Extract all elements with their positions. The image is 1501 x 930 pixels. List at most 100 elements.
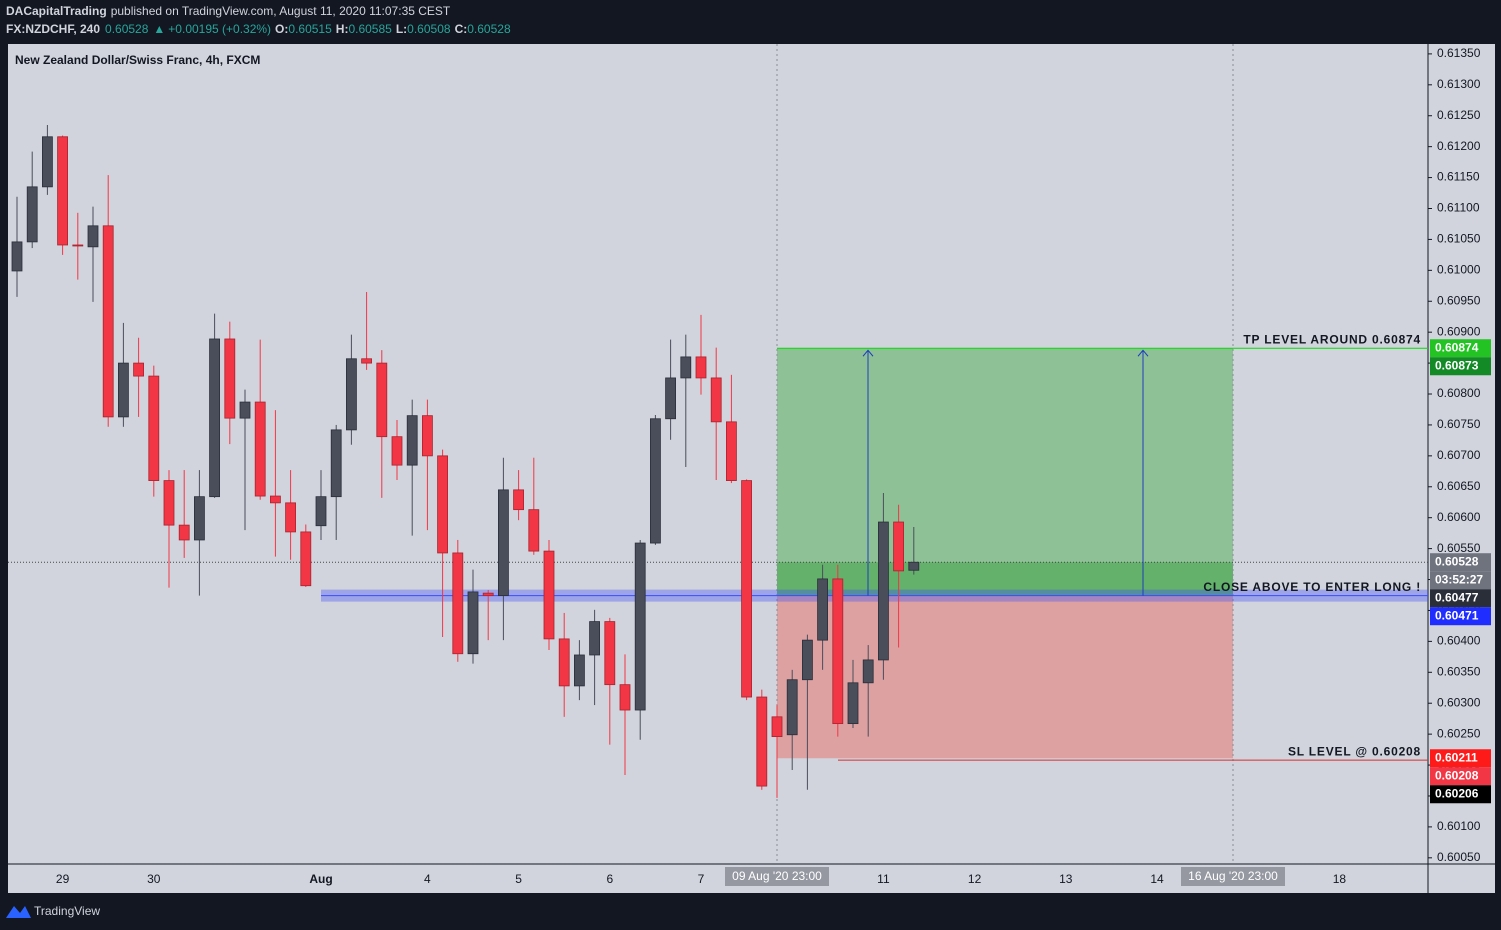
x-tick-label: Aug xyxy=(309,872,332,886)
x-tick-label: 4 xyxy=(424,872,431,886)
candle-body xyxy=(254,401,266,497)
price-tag-label: 0.60211 xyxy=(1435,750,1478,764)
time-tag-label: 16 Aug '20 23:00 xyxy=(1188,869,1278,883)
candle-body xyxy=(315,496,327,527)
arrow-head xyxy=(862,349,874,357)
candle-body xyxy=(269,495,281,504)
candle-body xyxy=(665,377,676,420)
candle-body xyxy=(802,639,813,681)
candle-body xyxy=(193,496,205,541)
y-tick-label: 0.60800 xyxy=(1437,386,1481,400)
arrow-head xyxy=(1137,349,1149,357)
x-tick-label: 5 xyxy=(515,872,522,886)
price-tag xyxy=(1430,571,1491,590)
x-tick-label: 11 xyxy=(877,872,890,886)
header-line: DACapitalTrading published on TradingView… xyxy=(6,4,451,18)
stop-zone xyxy=(777,595,1233,759)
x-tick-label: 7 xyxy=(698,872,705,886)
candle-body xyxy=(391,436,403,466)
candle-body xyxy=(285,502,297,533)
candle-body xyxy=(513,489,524,511)
candle-body xyxy=(589,621,600,656)
symbol: FX:NZDCHF, 240 xyxy=(6,22,100,36)
open-profit xyxy=(777,562,1233,596)
candle-body xyxy=(467,591,479,655)
y-tick-label: 0.60050 xyxy=(1437,850,1481,864)
level-label: SL LEVEL @ 0.60208 xyxy=(1288,744,1421,758)
candle-body xyxy=(710,377,722,423)
candle-body xyxy=(847,682,859,725)
y-tick-label: 0.61250 xyxy=(1437,108,1481,122)
brand: TradingView xyxy=(34,904,100,918)
candle-body xyxy=(163,480,175,526)
x-tick-label: 30 xyxy=(147,872,161,886)
y-tick-label: 0.60400 xyxy=(1437,634,1481,648)
logo: TradingView xyxy=(6,904,100,918)
y-tick-label: 0.60550 xyxy=(1437,541,1481,555)
y-tick-label: 0.61300 xyxy=(1437,77,1481,91)
candle-body xyxy=(452,552,464,655)
candle-body xyxy=(330,429,342,498)
y-tick-label: 0.61100 xyxy=(1437,201,1480,215)
x-tick-label: 29 xyxy=(56,872,70,886)
quote-value: 0.60508 xyxy=(407,22,451,36)
candle-body xyxy=(11,241,23,272)
author: DACapitalTrading xyxy=(6,4,107,18)
quote-label: O: xyxy=(275,22,288,36)
candle-body xyxy=(224,338,236,419)
candle-body xyxy=(619,684,631,711)
candle-body xyxy=(118,362,129,418)
candle-body xyxy=(421,415,433,457)
candle-body xyxy=(680,356,692,379)
candle-body xyxy=(345,358,357,431)
y-tick-label: 0.60700 xyxy=(1437,448,1481,462)
time-tag-label: 09 Aug '20 23:00 xyxy=(732,869,822,883)
y-tick-label: 0.61000 xyxy=(1437,263,1481,277)
price-tag-label: 0.60873 xyxy=(1435,358,1479,372)
candle-body xyxy=(817,578,828,641)
candle-body xyxy=(771,716,783,738)
y-tick-label: 0.60100 xyxy=(1437,819,1481,833)
candle-body xyxy=(148,375,160,481)
y-tick-label: 0.61200 xyxy=(1437,139,1481,153)
price-tag-label: 0.60874 xyxy=(1435,340,1479,354)
y-tick-label: 0.60300 xyxy=(1437,695,1481,709)
price-tag xyxy=(1430,749,1491,768)
candle-body xyxy=(726,421,737,481)
change: +0.00195 (+0.32%) xyxy=(168,22,271,36)
target-zone xyxy=(777,348,1233,596)
candle-body xyxy=(497,489,509,597)
candle-body xyxy=(832,578,844,725)
price-tag xyxy=(1430,767,1491,786)
candle-body xyxy=(756,696,768,787)
quote-label: H: xyxy=(336,22,349,36)
x-tick-label: 6 xyxy=(606,872,613,886)
y-tick-label: 0.60750 xyxy=(1437,417,1481,431)
candle-body xyxy=(893,521,904,572)
price-tag xyxy=(1430,553,1491,572)
time-tag xyxy=(1181,867,1285,886)
candle-body xyxy=(862,659,874,684)
candle-body xyxy=(26,186,38,243)
candle-body xyxy=(406,415,418,466)
quote-line: FX:NZDCHF, 240 0.60528 ▲ +0.00195 (+0.32%) O… xyxy=(6,22,511,36)
price-tag xyxy=(1430,785,1491,804)
logo-icon xyxy=(6,906,31,918)
candle-body xyxy=(650,418,661,544)
candle-body xyxy=(695,356,707,379)
quote-value: 0.60585 xyxy=(348,22,392,36)
candle-body xyxy=(558,638,570,687)
y-tick-label: 0.61050 xyxy=(1437,232,1481,246)
candle-body xyxy=(102,225,114,418)
candle-body xyxy=(376,362,388,438)
y-tick-label: 0.60350 xyxy=(1437,664,1481,678)
candle-body xyxy=(57,136,68,246)
price-tag-label: 0.60528 xyxy=(1435,554,1479,568)
candle-body xyxy=(361,358,373,364)
candle-body xyxy=(604,621,616,686)
x-tick-label: 14 xyxy=(1150,872,1164,886)
price-tag xyxy=(1430,339,1491,358)
y-tick-label: 0.60900 xyxy=(1437,324,1481,338)
